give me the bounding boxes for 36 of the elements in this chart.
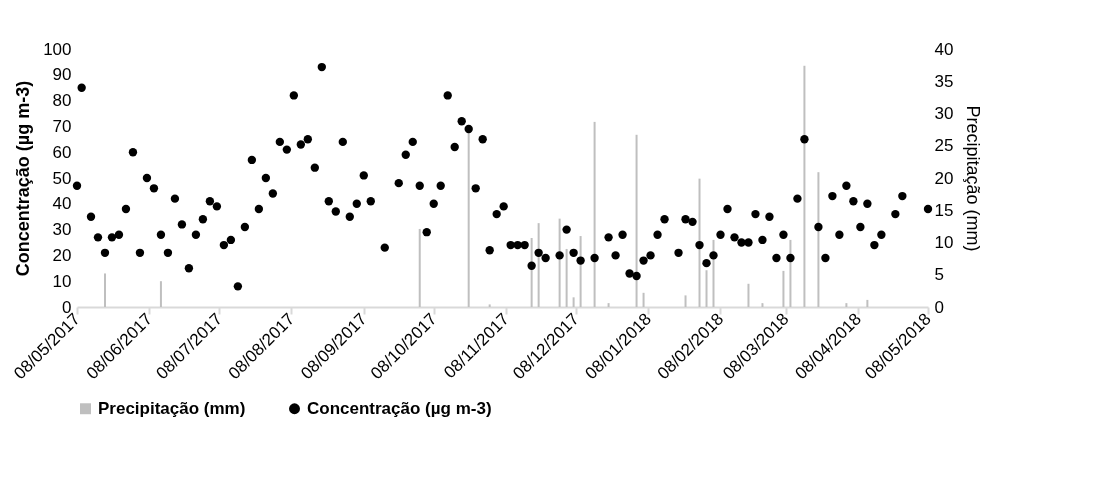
bar: [418, 228, 421, 307]
y-tick-label: 10: [52, 271, 72, 291]
y-tick-label: 40: [52, 194, 72, 214]
bar: [607, 303, 610, 307]
y2-tick-label: 20: [934, 168, 954, 188]
bar: [782, 270, 785, 307]
bar: [845, 303, 848, 307]
y-tick-label: 20: [52, 245, 72, 265]
y2-tick-label: 15: [934, 200, 954, 220]
legend-label: Precipitação (mm): [98, 398, 246, 418]
y2-tick-label: 40: [934, 39, 954, 59]
y2-tick-label: 30: [934, 104, 954, 123]
y-tick-label: 70: [52, 116, 72, 136]
y-tick-label: 30: [52, 220, 72, 240]
bar: [159, 281, 162, 307]
y2-axis-title: Precipitação (mm): [963, 105, 984, 252]
y2-tick-label: 5: [934, 265, 944, 285]
y-tick-label: 100: [43, 39, 72, 59]
bar: [684, 295, 687, 307]
bar: [572, 297, 575, 307]
bar: [866, 299, 869, 307]
y-axis-title: Concentração (µg m-3): [13, 80, 34, 277]
bar: [761, 303, 764, 307]
y-tick-label: 80: [52, 91, 72, 111]
y-tick-label: 60: [52, 142, 72, 162]
y2-tick-label: 35: [934, 71, 954, 91]
y2-tick-label: 25: [934, 136, 954, 156]
bar: [565, 248, 568, 307]
bar: [747, 283, 750, 307]
y2-tick-label: 0: [934, 297, 944, 317]
legend-label: Concentração (µg m-3): [307, 398, 492, 418]
y-tick-label: 50: [52, 168, 72, 188]
y-tick-label: 90: [52, 65, 72, 85]
y2-tick-label: 10: [934, 233, 954, 252]
bar: [103, 273, 106, 307]
bar: [642, 292, 645, 307]
